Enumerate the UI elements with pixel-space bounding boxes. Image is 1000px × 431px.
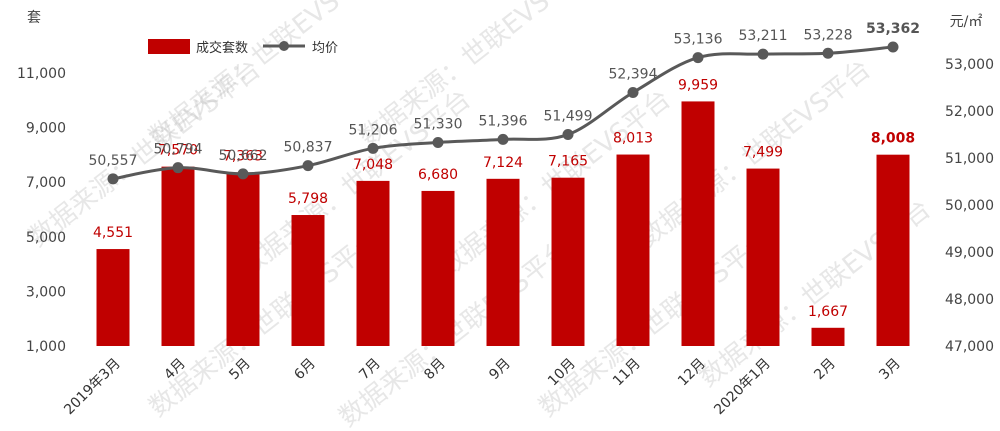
line-point (237, 168, 249, 180)
left-axis-tick-label: 9,000 (26, 121, 66, 137)
line-value-label: 51,396 (479, 113, 528, 129)
line-point (107, 173, 119, 185)
line-point (367, 142, 379, 154)
bar (616, 154, 650, 346)
line-point (887, 41, 899, 53)
left-axis-tick-label: 1,000 (26, 339, 66, 355)
data-label-layer: 4,551 7,570 7,363 5,798 7,048 6,680 7,124 7,165… (89, 21, 921, 320)
right-axis-tick-label: 49,000 (945, 245, 994, 261)
bar (291, 215, 325, 346)
line-value-label: 51,206 (349, 122, 398, 138)
line-value-label: 53,362 (866, 21, 920, 37)
bar (876, 154, 910, 346)
bar-series-layer (96, 101, 910, 346)
line-point (562, 129, 574, 141)
line-value-label: 52,394 (609, 66, 658, 82)
category-label: 6月 (291, 356, 319, 384)
line-value-label: 50,837 (284, 140, 333, 156)
bar-value-label: 7,124 (483, 155, 523, 171)
legend: 成交套数 均价 (148, 39, 338, 56)
category-label: 9月 (486, 356, 514, 384)
bar (356, 180, 390, 346)
bar (96, 249, 130, 346)
line-point (172, 162, 184, 174)
bar-value-label: 9,959 (678, 77, 718, 93)
category-label: 3月 (876, 356, 904, 384)
legend-label-bar: 成交套数 (196, 40, 248, 56)
bar-value-label: 4,551 (93, 225, 133, 241)
line-point (627, 86, 639, 98)
line-point (757, 48, 769, 60)
bar (551, 177, 585, 346)
left-axis-tick-label: 5,000 (26, 230, 66, 246)
bar-value-label: 1,667 (808, 304, 848, 320)
bar-value-label: 7,048 (353, 157, 393, 173)
bar-value-label: 7,499 (743, 145, 783, 161)
bar-value-label: 5,798 (288, 191, 328, 207)
line-value-label: 50,794 (154, 142, 203, 158)
bar (226, 172, 260, 346)
legend-label-line: 均价 (312, 41, 338, 56)
line-value-label: 51,499 (544, 109, 593, 125)
line-series-layer (107, 41, 899, 185)
right-axis-tick-label: 52,000 (945, 104, 994, 120)
category-label: 2019年3月 (61, 356, 124, 419)
line-value-label: 50,662 (219, 148, 268, 164)
line-point (497, 133, 509, 145)
legend-swatch-bar (148, 39, 190, 54)
left-axis-tick-label: 3,000 (26, 284, 66, 300)
legend-swatch-point (279, 41, 289, 51)
bar-value-label: 8,013 (613, 131, 653, 147)
bar (811, 327, 845, 346)
right-axis-tick-label: 48,000 (945, 292, 994, 308)
bar-value-label: 8,008 (871, 131, 915, 147)
left-axis-unit: 套 (27, 10, 41, 26)
right-axis-tick-label: 53,000 (945, 57, 994, 73)
line-value-label: 53,211 (739, 28, 788, 44)
line-point (692, 52, 704, 64)
line-point (302, 160, 314, 172)
right-axis-unit: 元/㎡ (950, 14, 983, 30)
left-axis-tick-label: 7,000 (26, 175, 66, 191)
line-value-label: 53,136 (674, 32, 723, 48)
bar (681, 101, 715, 346)
bar (161, 166, 195, 346)
left-axis-tick-label: 11,000 (17, 66, 66, 82)
right-axis-tick-label: 50,000 (945, 198, 994, 214)
line-value-label: 53,228 (804, 27, 853, 43)
bar-value-label: 7,570 (158, 143, 198, 159)
line-value-label: 51,330 (414, 116, 463, 132)
line-value-label: 50,557 (89, 153, 138, 169)
bar (746, 168, 780, 346)
right-axis-tick-label: 47,000 (945, 339, 994, 355)
bar-value-label: 6,680 (418, 167, 458, 183)
category-label: 2月 (811, 356, 839, 384)
bar (421, 190, 455, 346)
bar (486, 178, 520, 346)
line-point (432, 136, 444, 148)
line-point (822, 47, 834, 59)
right-axis-tick-label: 51,000 (945, 151, 994, 167)
bar-value-label: 7,363 (223, 148, 263, 164)
bar-value-label: 7,165 (548, 154, 588, 170)
